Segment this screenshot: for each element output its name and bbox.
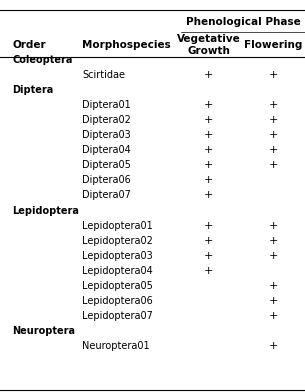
Text: Neuroptera01: Neuroptera01 bbox=[82, 341, 150, 351]
Text: +: + bbox=[204, 175, 214, 185]
Text: Diptera02: Diptera02 bbox=[82, 115, 131, 125]
Text: Lepidoptera05: Lepidoptera05 bbox=[82, 281, 153, 291]
Text: Lepidoptera02: Lepidoptera02 bbox=[82, 236, 153, 246]
Text: +: + bbox=[204, 236, 214, 246]
Text: +: + bbox=[268, 341, 278, 351]
Text: Diptera06: Diptera06 bbox=[82, 175, 131, 185]
Text: Diptera: Diptera bbox=[12, 85, 53, 95]
Text: Lepidoptera: Lepidoptera bbox=[12, 205, 79, 216]
Text: Coleoptera: Coleoptera bbox=[12, 54, 73, 65]
Text: +: + bbox=[204, 160, 214, 170]
Text: Scirtidae: Scirtidae bbox=[82, 70, 125, 80]
Text: +: + bbox=[204, 221, 214, 230]
Text: +: + bbox=[204, 130, 214, 140]
Text: Lepidoptera03: Lepidoptera03 bbox=[82, 251, 153, 261]
Text: +: + bbox=[268, 115, 278, 125]
Text: +: + bbox=[268, 145, 278, 155]
Text: +: + bbox=[268, 296, 278, 306]
Text: Diptera04: Diptera04 bbox=[82, 145, 131, 155]
Text: Lepidoptera07: Lepidoptera07 bbox=[82, 311, 153, 321]
Text: Neuroptera: Neuroptera bbox=[12, 326, 75, 336]
Text: +: + bbox=[204, 251, 214, 261]
Text: +: + bbox=[268, 236, 278, 246]
Text: Lepidoptera01: Lepidoptera01 bbox=[82, 221, 153, 230]
Text: Lepidoptera04: Lepidoptera04 bbox=[82, 266, 153, 276]
Text: Morphospecies: Morphospecies bbox=[82, 40, 171, 50]
Text: Diptera01: Diptera01 bbox=[82, 100, 131, 110]
Text: +: + bbox=[204, 115, 214, 125]
Text: Flowering: Flowering bbox=[244, 40, 302, 50]
Text: +: + bbox=[204, 191, 214, 200]
Text: +: + bbox=[268, 311, 278, 321]
Text: Vegetative
Growth: Vegetative Growth bbox=[177, 34, 241, 56]
Text: +: + bbox=[204, 145, 214, 155]
Text: +: + bbox=[268, 130, 278, 140]
Text: +: + bbox=[268, 281, 278, 291]
Text: +: + bbox=[204, 100, 214, 110]
Text: +: + bbox=[268, 160, 278, 170]
Text: +: + bbox=[204, 266, 214, 276]
Text: Diptera05: Diptera05 bbox=[82, 160, 131, 170]
Text: +: + bbox=[268, 70, 278, 80]
Text: +: + bbox=[268, 100, 278, 110]
Text: Phenological Phase: Phenological Phase bbox=[186, 16, 301, 27]
Text: Order: Order bbox=[12, 40, 46, 50]
Text: Diptera03: Diptera03 bbox=[82, 130, 131, 140]
Text: Lepidoptera06: Lepidoptera06 bbox=[82, 296, 153, 306]
Text: +: + bbox=[268, 251, 278, 261]
Text: Diptera07: Diptera07 bbox=[82, 191, 131, 200]
Text: +: + bbox=[204, 70, 214, 80]
Text: +: + bbox=[268, 221, 278, 230]
